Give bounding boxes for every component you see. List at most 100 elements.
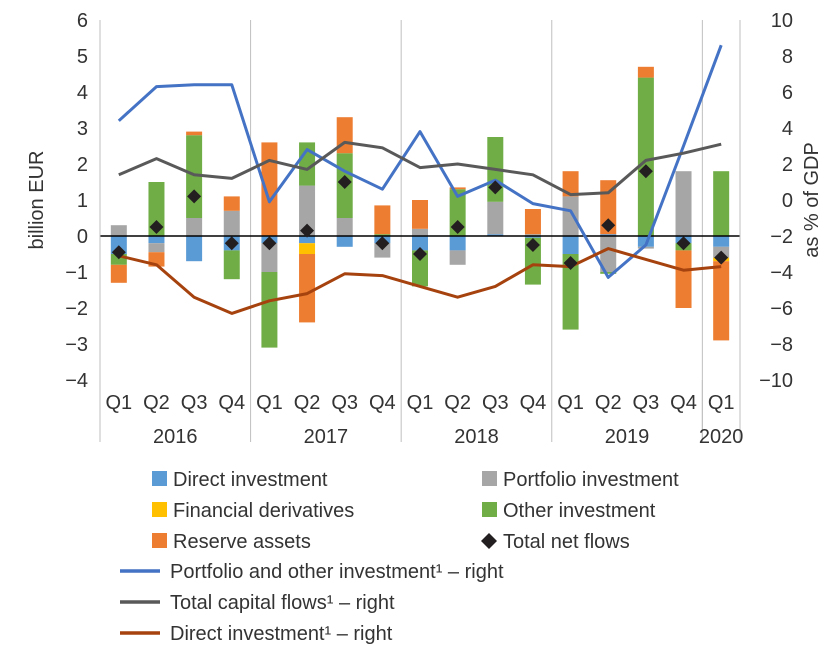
total-net-flow-marker: [450, 220, 465, 234]
quarter-label: Q4: [520, 392, 547, 414]
bar-other-investment: [261, 272, 278, 348]
quarter-label: Q4: [218, 392, 245, 414]
bar-portfolio-investment: [148, 243, 165, 253]
bar-stacks: [110, 66, 730, 348]
quarter-label: Q3: [633, 392, 660, 414]
bar-direct-investment: [487, 234, 504, 236]
right-tick-label: 10: [771, 10, 793, 32]
line-portfolio-and-other-investment-right: [117, 44, 723, 279]
quarter-label: Q1: [105, 392, 132, 414]
total-net-flow-marker: [187, 189, 202, 204]
bar-other-investment: [223, 250, 240, 280]
bar-reserve-assets: [637, 66, 654, 78]
legend-swatch: [152, 533, 167, 548]
quarter-label: Q1: [407, 392, 434, 414]
bar-other-investment: [412, 250, 428, 287]
legend-swatch: [482, 471, 497, 486]
right-tick-label: −10: [759, 370, 793, 392]
total-net-flow-markers: [111, 164, 729, 270]
bar-portfolio-investment: [412, 228, 428, 236]
total-net-flow-marker: [601, 218, 616, 233]
legend-label: Reserve assets: [173, 531, 311, 553]
year-label: 2017: [304, 426, 349, 448]
legend-swatch-total-net-flows: [481, 533, 497, 549]
bar-direct-investment: [449, 236, 466, 251]
bar-other-investment: [713, 171, 730, 236]
legend-label: Financial derivatives: [173, 500, 354, 522]
bar-portfolio-investment: [562, 196, 579, 236]
bar-portfolio-investment: [524, 234, 541, 236]
legend-label: Total capital flows¹ – right: [170, 592, 395, 614]
legend-label: Direct investment: [173, 469, 328, 491]
left-tick-label: −1: [65, 262, 88, 284]
year-label: 2019: [605, 426, 650, 448]
bar-other-investment: [600, 272, 617, 274]
bar-portfolio-investment: [186, 218, 203, 236]
bar-portfolio-investment: [261, 243, 278, 272]
year-label: 2018: [454, 426, 499, 448]
bar-reserve-assets: [412, 200, 428, 229]
quarter-label: Q2: [294, 392, 321, 414]
y-axis-title-right: as % of GDP: [801, 142, 823, 258]
y-axis-title-left: billion EUR: [26, 151, 48, 250]
bar-reserve-assets: [110, 264, 127, 283]
bar-reserve-assets: [223, 196, 240, 211]
bar-portfolio-investment: [110, 225, 127, 236]
bar-other-investment: [524, 237, 541, 285]
quarter-label: Q3: [482, 392, 509, 414]
bar-reserve-assets: [299, 254, 316, 323]
total-net-flow-marker: [676, 236, 691, 251]
bar-portfolio-investment: [487, 201, 504, 235]
bar-reserve-assets: [562, 171, 579, 197]
left-tick-label: 3: [77, 118, 88, 140]
quarter-label: Q2: [143, 392, 170, 414]
bar-portfolio-investment: [374, 243, 391, 258]
legend-label: Portfolio and other investment¹ – right: [170, 561, 504, 583]
total-net-flow-marker: [300, 223, 315, 238]
line-total-capital-flows-right: [118, 140, 722, 197]
total-net-flow-marker: [262, 236, 277, 251]
bar-direct-investment: [524, 236, 541, 238]
bar-other-investment: [562, 254, 579, 330]
total-net-flow-marker: [375, 236, 390, 251]
total-net-flow-marker: [714, 250, 729, 265]
legend: Direct investment Portfolio investment Fin…: [120, 469, 679, 645]
quarter-label: Q2: [595, 392, 622, 414]
right-tick-label: 0: [782, 190, 793, 212]
right-tick-label: 8: [782, 46, 793, 68]
legend-swatch: [152, 502, 167, 517]
bar-other-investment: [374, 234, 391, 236]
right-tick-label: 6: [782, 82, 793, 104]
bar-portfolio-investment: [336, 218, 353, 236]
bar-reserve-assets: [713, 261, 730, 341]
bar-reserve-assets: [449, 187, 466, 190]
bar-direct-investment: [412, 236, 428, 251]
quarter-label: Q4: [369, 392, 396, 414]
legend-swatch: [152, 471, 167, 486]
grid-lines: [99, 20, 741, 442]
total-net-flow-marker: [638, 164, 653, 179]
bar-direct-investment: [186, 236, 203, 262]
legend-swatch: [482, 502, 497, 517]
left-tick-label: −2: [65, 298, 88, 320]
series-lines: [117, 44, 723, 315]
year-label: 2020: [699, 426, 744, 448]
left-tick-label: −3: [65, 334, 88, 356]
left-tick-label: 5: [77, 46, 88, 68]
bar-portfolio-investment: [449, 250, 466, 265]
quarter-label: Q4: [670, 392, 697, 414]
bar-reserve-assets: [261, 142, 278, 236]
quarter-label: Q2: [444, 392, 471, 414]
line-direct-investment-right: [118, 247, 722, 315]
bar-financial-derivatives: [299, 243, 316, 254]
right-tick-label: −2: [770, 226, 793, 248]
bar-reserve-assets: [186, 131, 203, 136]
total-net-flow-marker: [413, 247, 427, 261]
bar-reserve-assets: [675, 250, 692, 308]
quarter-label: Q1: [256, 392, 283, 414]
bar-portfolio-investment: [637, 246, 654, 249]
bar-direct-investment: [600, 234, 617, 236]
bar-reserve-assets: [524, 209, 541, 235]
